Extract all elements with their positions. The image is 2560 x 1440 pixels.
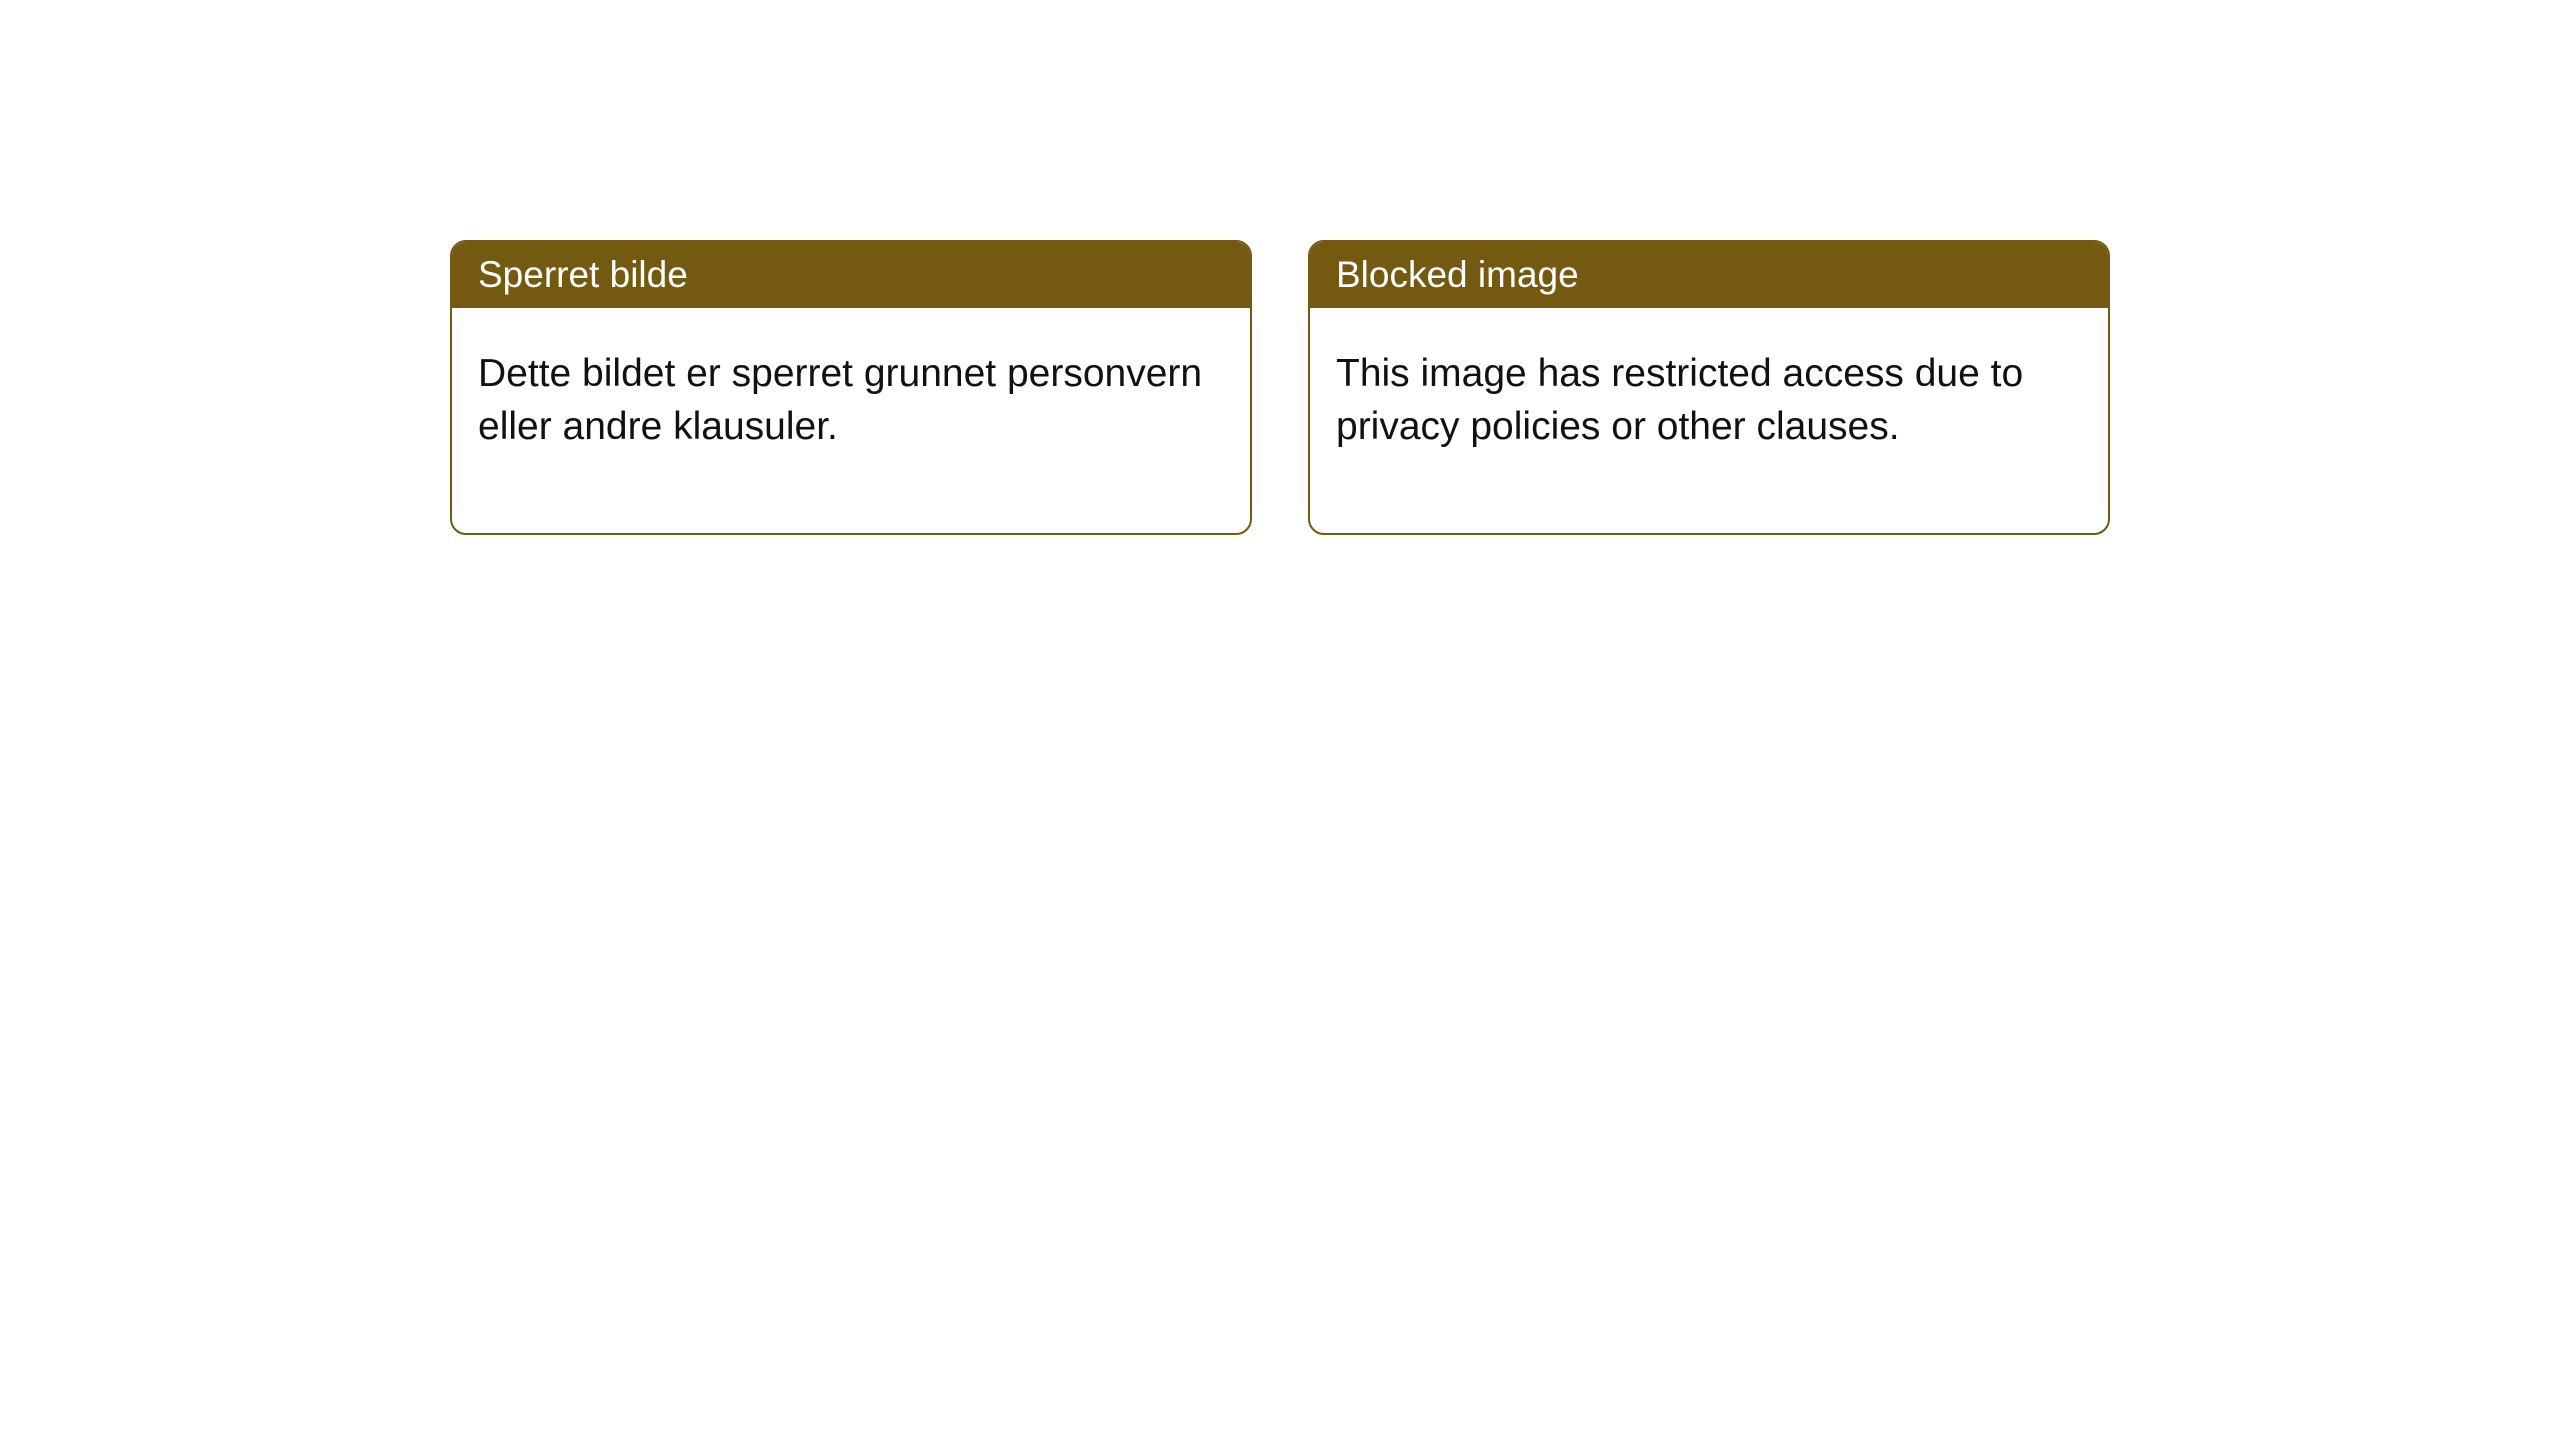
notice-header: Sperret bilde bbox=[452, 242, 1250, 308]
notice-card-english: Blocked image This image has restricted … bbox=[1308, 240, 2110, 535]
notice-body: This image has restricted access due to … bbox=[1310, 308, 2108, 533]
notice-container: Sperret bilde Dette bildet er sperret gr… bbox=[0, 0, 2560, 535]
notice-header: Blocked image bbox=[1310, 242, 2108, 308]
notice-body: Dette bildet er sperret grunnet personve… bbox=[452, 308, 1250, 533]
notice-card-norwegian: Sperret bilde Dette bildet er sperret gr… bbox=[450, 240, 1252, 535]
